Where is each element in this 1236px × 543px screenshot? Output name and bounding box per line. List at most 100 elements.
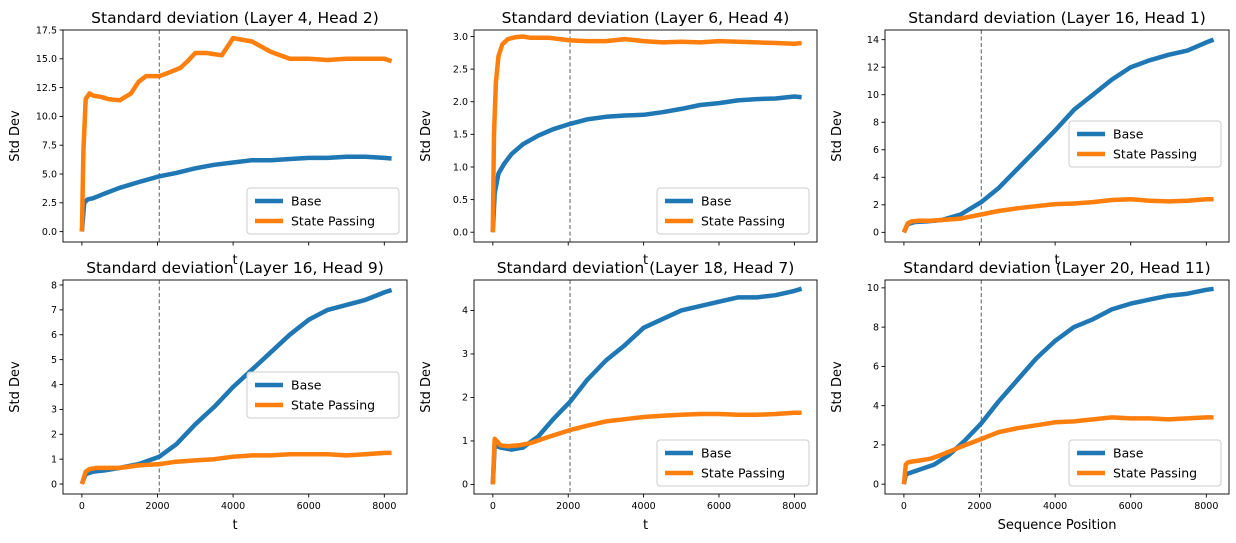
x-tick-label: 0 <box>490 501 496 512</box>
legend-label: State Passing <box>291 398 375 413</box>
series-line-state-passing <box>79 35 393 232</box>
y-tick-label: 10 <box>867 283 879 294</box>
y-tick-label: 10 <box>867 90 879 101</box>
legend-label: Base <box>291 378 322 393</box>
chart-title: Standard deviation (Layer 16, Head 9) <box>86 259 384 277</box>
y-axis-label: Std Dev <box>830 361 845 413</box>
y-tick-label: 1 <box>51 454 57 465</box>
x-tick-label: 0 <box>79 501 85 512</box>
series-line-base <box>901 286 1214 485</box>
legend-box <box>246 187 400 235</box>
legend-box <box>656 187 810 235</box>
y-tick-label: 0 <box>873 479 879 490</box>
legend: Base State Passing <box>1068 120 1222 168</box>
subplot-6: Standard deviation (Layer 20, Head 11) 0 2… <box>830 259 1230 533</box>
y-tick-label: 0.0 <box>42 227 57 238</box>
legend-label: State Passing <box>1113 147 1197 162</box>
series-line-state-passing <box>490 410 802 485</box>
series-line-base <box>490 286 803 485</box>
series-line-state-passing <box>490 34 802 233</box>
subplot-4: Standard deviation (Layer 16, Head 9) 0 1 2… <box>8 259 408 533</box>
y-tick-label: 4 <box>51 380 57 391</box>
series-line-state-passing <box>901 197 1214 234</box>
y-tick-label: 2 <box>51 430 57 441</box>
legend: Base State Passing <box>246 187 400 235</box>
x-tick-label: 6000 <box>297 501 321 512</box>
legend-label: Base <box>1113 127 1144 142</box>
axes-frame <box>62 279 408 495</box>
x-axis-label: t <box>643 518 648 533</box>
y-axis-label: Std Dev <box>419 110 434 162</box>
y-tick-label: 6 <box>873 145 879 156</box>
y-tick-label: 0 <box>51 479 57 490</box>
y-tick-label: 0.0 <box>453 228 468 239</box>
y-tick-label: 2.5 <box>453 64 468 75</box>
x-tick-label: 4000 <box>632 501 656 512</box>
subplot-1: Standard deviation (Layer 4, Head 2) 0.0 2… <box>8 9 408 268</box>
y-tick-label: 5 <box>51 355 57 366</box>
subplot-2: Standard deviation (Layer 6, Head 4) 0.0 0… <box>419 9 818 268</box>
x-axis-label: t <box>1054 253 1059 268</box>
legend-label: Base <box>701 446 732 461</box>
legend-box <box>246 371 400 419</box>
legend-label: State Passing <box>1113 466 1197 481</box>
y-tick-label: 7.5 <box>42 141 57 152</box>
legend: Base State Passing <box>246 371 400 419</box>
legend: Base State Passing <box>1068 439 1222 487</box>
y-tick-label: 8 <box>51 280 57 291</box>
legend: Base State Passing <box>656 439 810 487</box>
x-tick-label: 6000 <box>1119 501 1143 512</box>
chart-title: Standard deviation (Layer 20, Head 11) <box>903 259 1210 277</box>
x-tick-label: 4000 <box>1043 501 1067 512</box>
y-tick-label: 1 <box>462 436 468 447</box>
y-tick-label: 17.5 <box>36 25 57 36</box>
legend-box <box>656 439 810 487</box>
y-tick-label: 3.0 <box>453 32 468 43</box>
y-tick-label: 12.5 <box>36 83 57 94</box>
legend-box <box>1068 120 1222 168</box>
y-tick-label: 4 <box>873 173 879 184</box>
legend-label: State Passing <box>701 214 785 229</box>
chart-title: Standard deviation (Layer 16, Head 1) <box>908 9 1206 27</box>
axes-frame <box>473 29 818 243</box>
series-line-state-passing <box>901 415 1214 485</box>
x-tick-label: 2000 <box>556 501 580 512</box>
x-tick-label: 2000 <box>145 501 169 512</box>
x-axis-label: t <box>232 253 237 268</box>
y-tick-label: 2 <box>462 393 468 404</box>
axes-frame <box>62 29 408 243</box>
legend-label: State Passing <box>291 214 375 229</box>
y-tick-label: 10.0 <box>36 112 57 123</box>
legend-label: Base <box>291 194 322 209</box>
y-tick-label: 0 <box>462 480 468 491</box>
y-tick-label: 3 <box>51 405 57 416</box>
y-axis-label: Std Dev <box>8 361 23 413</box>
axes-frame <box>884 279 1230 495</box>
y-tick-label: 8 <box>873 322 879 333</box>
y-tick-label: 15.0 <box>36 54 57 65</box>
y-tick-label: 3 <box>462 349 468 360</box>
y-tick-label: 2.0 <box>453 97 468 108</box>
subplot-5: Standard deviation (Layer 18, Head 7) 0 1 2… <box>419 259 818 533</box>
chart-title: Standard deviation (Layer 6, Head 4) <box>502 9 790 27</box>
series-line-base <box>490 94 802 233</box>
legend-label: Base <box>1113 446 1144 461</box>
x-tick-label: 8000 <box>372 501 396 512</box>
y-tick-label: 4 <box>873 401 879 412</box>
x-tick-label: 4000 <box>221 501 245 512</box>
y-tick-label: 8 <box>873 118 879 129</box>
y-tick-label: 4 <box>462 306 468 317</box>
axes-frame <box>473 279 818 495</box>
y-axis-label: Std Dev <box>8 110 23 162</box>
y-tick-label: 1.0 <box>453 162 468 173</box>
series-line-state-passing <box>79 450 392 485</box>
series-line-base <box>79 154 392 232</box>
x-tick-label: 6000 <box>707 501 731 512</box>
x-tick-label: 8000 <box>782 501 806 512</box>
y-tick-label: 0 <box>873 228 879 239</box>
y-tick-label: 1.5 <box>453 130 468 141</box>
y-tick-label: 6 <box>873 362 879 373</box>
x-axis-label: Sequence Position <box>998 518 1117 533</box>
y-tick-label: 14 <box>867 35 879 46</box>
